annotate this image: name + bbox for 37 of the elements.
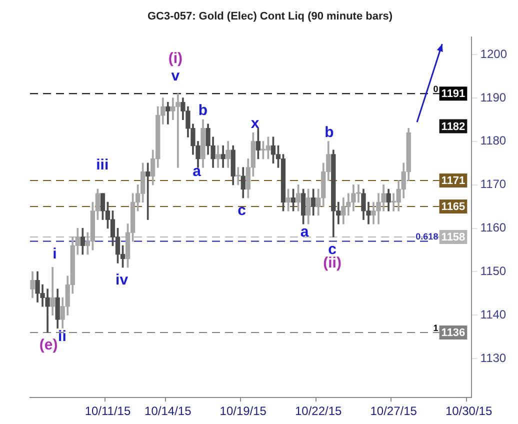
annotation: b bbox=[324, 124, 334, 141]
annotation: c bbox=[238, 202, 246, 220]
y-tick-label: 1160 bbox=[480, 220, 506, 235]
ref-line-label: 1136 bbox=[441, 327, 466, 339]
y-tick-label: 1150 bbox=[480, 264, 506, 278]
y-tick-label: 1130 bbox=[480, 350, 506, 365]
x-tick-label: 10/14/15 bbox=[144, 404, 192, 418]
annotation: i bbox=[52, 245, 57, 262]
ref-line-label: 1171 bbox=[441, 175, 466, 188]
ref-line-label: 1191 bbox=[441, 88, 466, 100]
x-tick-label: 10/22/15 bbox=[294, 404, 342, 418]
y-tick-label: 1170 bbox=[480, 177, 506, 192]
annotation: iii bbox=[96, 156, 109, 174]
ref-line-label: 1158 bbox=[441, 231, 466, 244]
annotation: ii bbox=[58, 328, 66, 345]
annotation: (e) bbox=[39, 336, 58, 354]
chart-title: GC3-057: Gold (Elec) Cont Liq (90 minute bars) bbox=[147, 10, 393, 23]
x-tick-label: 10/27/15 bbox=[370, 404, 418, 418]
annotation: 0.618 bbox=[416, 232, 438, 242]
ref-line-label: 1165 bbox=[441, 201, 466, 214]
annotation: 1182 bbox=[441, 120, 466, 133]
y-tick-label: 1180 bbox=[480, 134, 506, 148]
x-tick-label: 10/19/15 bbox=[220, 404, 267, 418]
annotation: x bbox=[250, 115, 260, 132]
x-tick-label: 10/30/15 bbox=[445, 404, 492, 418]
annotation: b bbox=[198, 102, 208, 120]
annotation: 0 bbox=[433, 84, 438, 94]
annotation: (i) bbox=[168, 50, 182, 67]
annotation: a bbox=[192, 162, 202, 180]
annotation: iv bbox=[116, 272, 129, 289]
annotation: 1 bbox=[433, 322, 438, 333]
annotation: a bbox=[300, 224, 310, 241]
annotation: v bbox=[171, 67, 180, 84]
y-tick-label: 1140 bbox=[480, 307, 506, 322]
y-tick-label: 1190 bbox=[480, 90, 506, 104]
x-tick-label: 10/11/15 bbox=[84, 404, 131, 418]
y-tick-label: 1200 bbox=[480, 46, 508, 61]
